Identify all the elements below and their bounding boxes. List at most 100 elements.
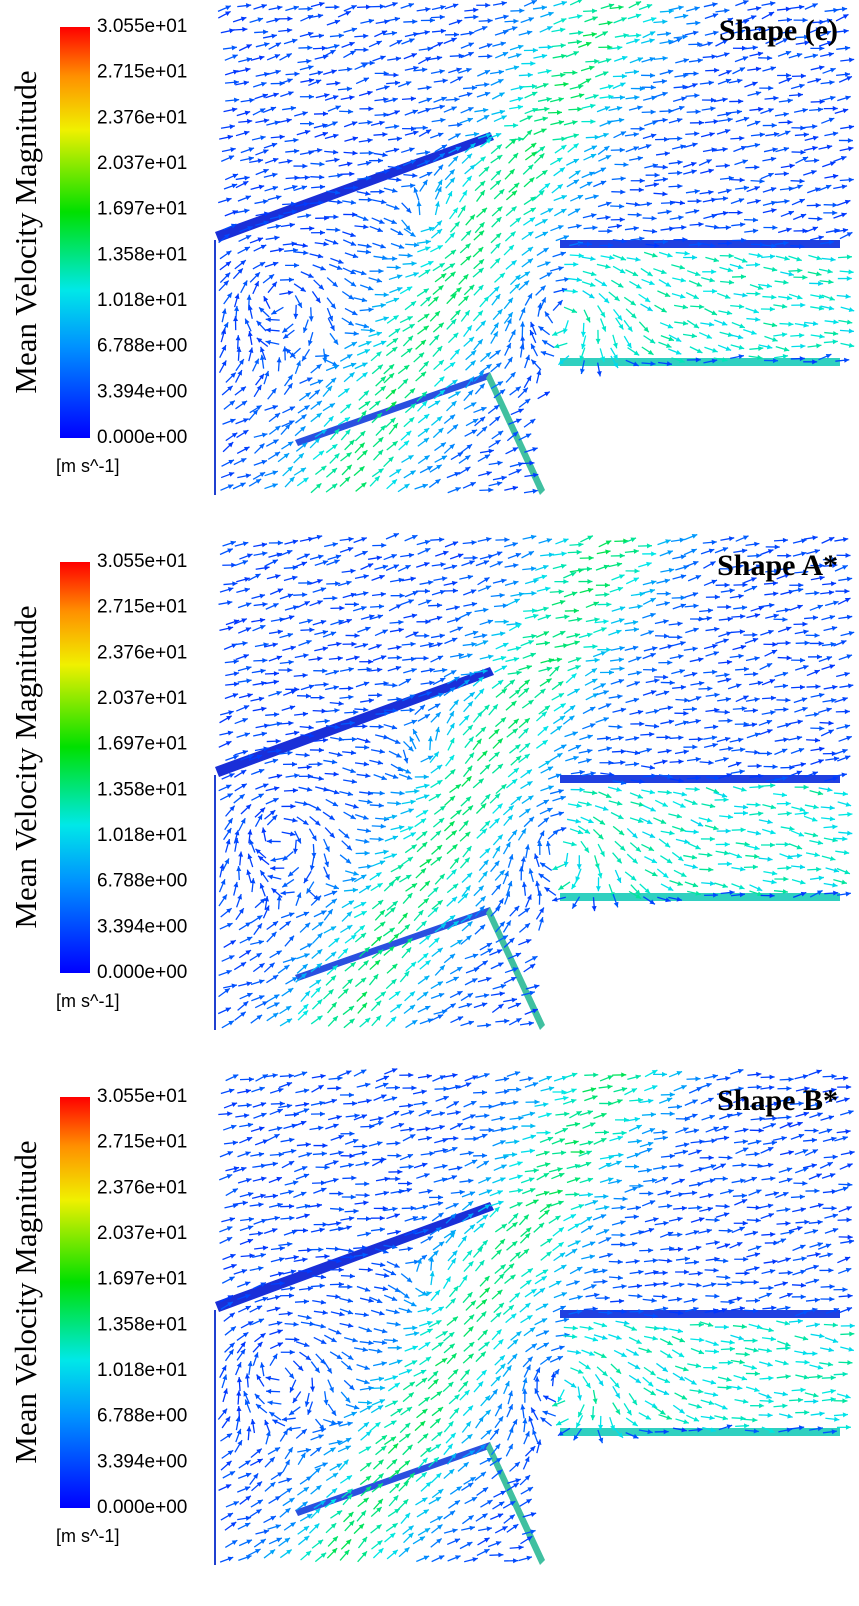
vector-head <box>465 255 472 261</box>
vector-head <box>804 640 810 646</box>
vector-head <box>468 42 474 48</box>
vector-head <box>743 666 750 672</box>
vector-head <box>539 153 545 159</box>
vector-head <box>848 307 855 312</box>
vector-head <box>234 305 240 312</box>
vector-head <box>799 83 805 89</box>
vector-head <box>380 55 386 61</box>
vector-head <box>337 655 343 661</box>
vector-head <box>799 198 805 204</box>
vector-head <box>473 131 480 137</box>
vector-head <box>771 208 777 214</box>
vector-head <box>766 283 772 289</box>
vector-head <box>632 271 639 276</box>
vector-head <box>275 738 281 744</box>
vector-head <box>609 255 615 260</box>
vector-head <box>739 177 745 183</box>
vector-head <box>529 217 535 223</box>
vector-head <box>771 200 777 206</box>
vector-head <box>754 732 761 738</box>
vector-head <box>769 1 776 7</box>
vector-head <box>802 228 808 234</box>
vector-head <box>559 167 565 173</box>
vector-head <box>772 147 778 153</box>
vector-head <box>694 93 700 99</box>
vector-head <box>725 225 731 231</box>
vector-head <box>633 736 640 741</box>
vector-head <box>800 762 806 768</box>
vector-head <box>676 37 682 43</box>
vector-head <box>843 28 849 34</box>
vector-head <box>268 274 275 280</box>
vector-head <box>368 659 374 665</box>
vector-head <box>225 11 231 17</box>
vector-head <box>557 300 563 306</box>
vector-head <box>439 633 445 639</box>
vector-head <box>263 118 270 124</box>
vector-head <box>318 33 324 39</box>
vector-head <box>224 233 230 240</box>
vector-head <box>799 243 805 249</box>
vector-head <box>664 151 670 157</box>
vector-head <box>664 136 670 142</box>
vector-head <box>661 78 668 84</box>
vector-head <box>452 3 459 9</box>
vector-head <box>638 187 644 193</box>
vector-head <box>397 230 404 235</box>
vector-head <box>830 67 836 73</box>
vector-head <box>771 243 777 249</box>
vector-head <box>693 603 699 609</box>
vector-head <box>232 54 238 60</box>
vector-head <box>423 313 430 319</box>
vector-head <box>556 725 562 731</box>
vector-head <box>548 11 554 17</box>
vector-head <box>815 27 822 33</box>
vector-head <box>382 132 388 137</box>
vector-head <box>650 17 657 22</box>
vector-head <box>363 574 369 580</box>
vector-head <box>306 764 312 770</box>
vector-head <box>561 53 567 59</box>
vector-head <box>463 274 469 280</box>
vector-head <box>248 156 254 162</box>
vector-head <box>782 537 789 543</box>
vector-head <box>307 273 314 278</box>
vector-head <box>272 185 278 191</box>
vector-head <box>396 800 402 806</box>
vector-head <box>605 549 611 555</box>
vector-head <box>804 34 810 40</box>
vector-head <box>437 164 444 171</box>
vector-head <box>337 259 344 264</box>
vector-head <box>595 338 601 344</box>
vector-head <box>832 202 838 208</box>
vector-head <box>291 38 298 44</box>
vector-head <box>333 771 339 777</box>
vector-head <box>333 685 339 691</box>
vector-head <box>722 39 728 45</box>
vector-head <box>752 45 758 51</box>
vector-head <box>288 91 294 96</box>
vector-head <box>223 280 229 286</box>
vector-head <box>560 208 567 214</box>
vector-head <box>735 761 742 767</box>
vector-head <box>635 1 642 7</box>
vector-head <box>542 740 548 746</box>
vector-head <box>454 221 460 228</box>
vector-head <box>724 294 731 299</box>
vector-head <box>846 654 853 660</box>
vector-head <box>556 657 563 663</box>
vector-head <box>302 163 308 169</box>
vector-head <box>499 109 506 115</box>
vector-head <box>825 30 832 36</box>
vector-head <box>770 187 777 192</box>
vector-head <box>261 731 267 737</box>
vector-head <box>513 18 519 24</box>
vector-head <box>813 158 820 164</box>
vector-head <box>724 709 730 715</box>
vector-head <box>441 144 447 150</box>
vector-head <box>393 147 400 153</box>
vector-head <box>346 161 353 167</box>
vector-head <box>305 392 311 398</box>
vector-head <box>423 288 429 294</box>
vector-head <box>784 255 790 261</box>
